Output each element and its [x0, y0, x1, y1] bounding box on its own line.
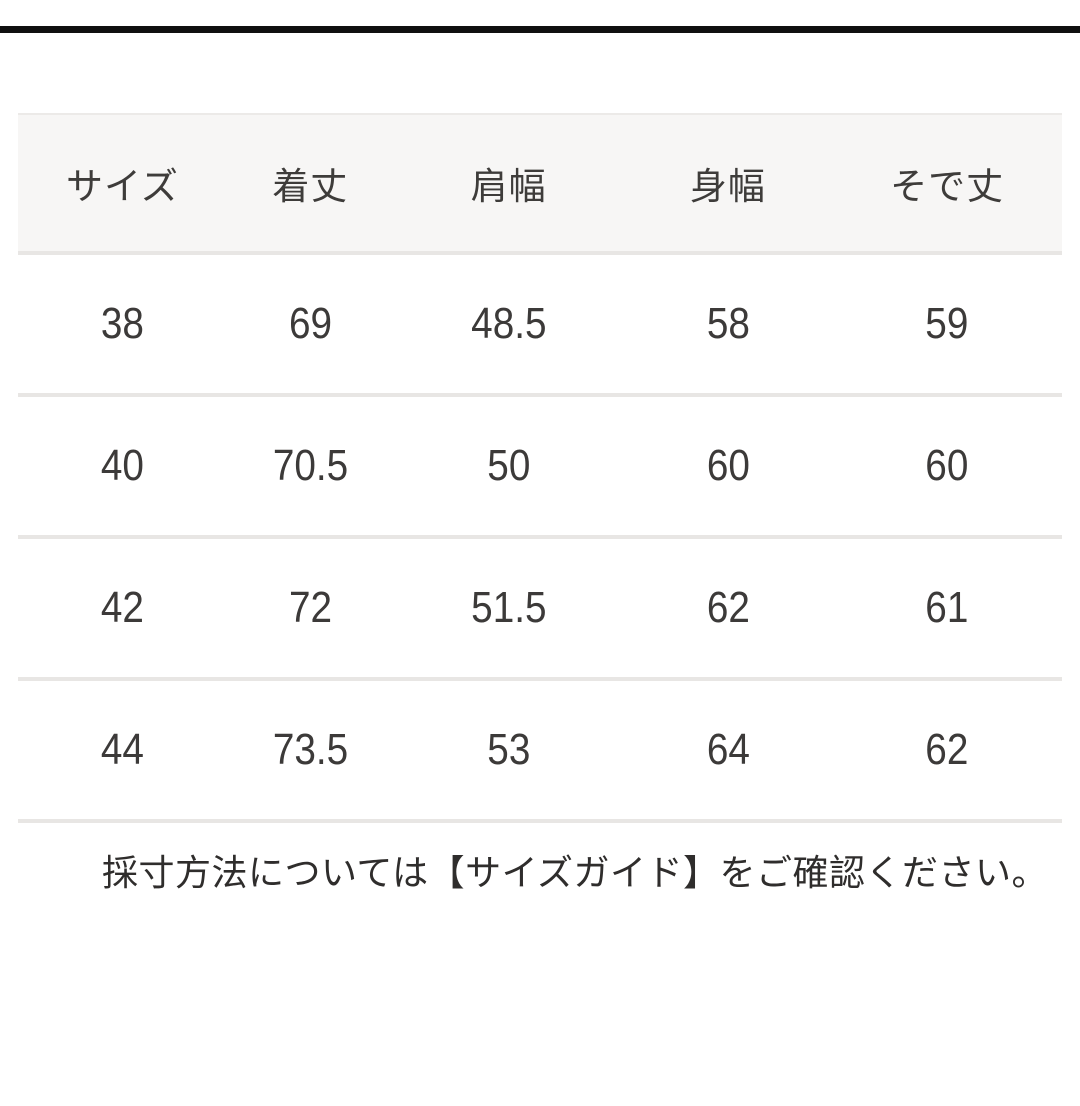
cell-body-width: 58 [706, 299, 750, 348]
header-body-width: 身幅 [689, 166, 766, 207]
table-row: 44 73.5 53 64 62 [18, 681, 1062, 823]
table-row: 38 69 48.5 58 59 [18, 255, 1062, 397]
cell-sleeve-length: 59 [925, 299, 969, 348]
size-guide-note: 採寸方法については【サイズガイド】をご確認ください。 [101, 852, 1049, 893]
cell-length: 72 [288, 583, 332, 632]
cell-shoulder-width: 51.5 [470, 583, 547, 632]
header-sleeve-length: そで丈 [890, 166, 1005, 207]
cell-size: 44 [100, 725, 144, 774]
cell-length: 70.5 [272, 441, 348, 490]
cell-sleeve-length: 62 [925, 725, 969, 774]
cell-size: 42 [100, 583, 144, 632]
cell-shoulder-width: 48.5 [470, 299, 547, 348]
cell-size: 38 [100, 299, 144, 348]
cell-sleeve-length: 61 [925, 583, 969, 632]
cell-shoulder-width: 50 [487, 441, 531, 490]
cell-length: 73.5 [272, 725, 348, 774]
cell-size: 40 [100, 441, 144, 490]
size-table: サイズ 着丈 肩幅 身幅 そで丈 38 69 48.5 58 59 40 70.… [18, 113, 1062, 823]
table-header-row: サイズ 着丈 肩幅 身幅 そで丈 [18, 113, 1062, 255]
header-shoulder-width: 肩幅 [470, 166, 547, 207]
header-length: 着丈 [272, 166, 349, 207]
header-size: サイズ [65, 166, 179, 207]
cell-body-width: 62 [706, 583, 750, 632]
cell-length: 69 [288, 299, 332, 348]
table-row: 42 72 51.5 62 61 [18, 539, 1062, 681]
cell-sleeve-length: 60 [925, 441, 969, 490]
table-row: 40 70.5 50 60 60 [18, 397, 1062, 539]
cell-shoulder-width: 53 [487, 725, 531, 774]
cell-body-width: 60 [706, 441, 750, 490]
cell-body-width: 64 [706, 725, 750, 774]
top-divider-bar [0, 26, 1080, 33]
